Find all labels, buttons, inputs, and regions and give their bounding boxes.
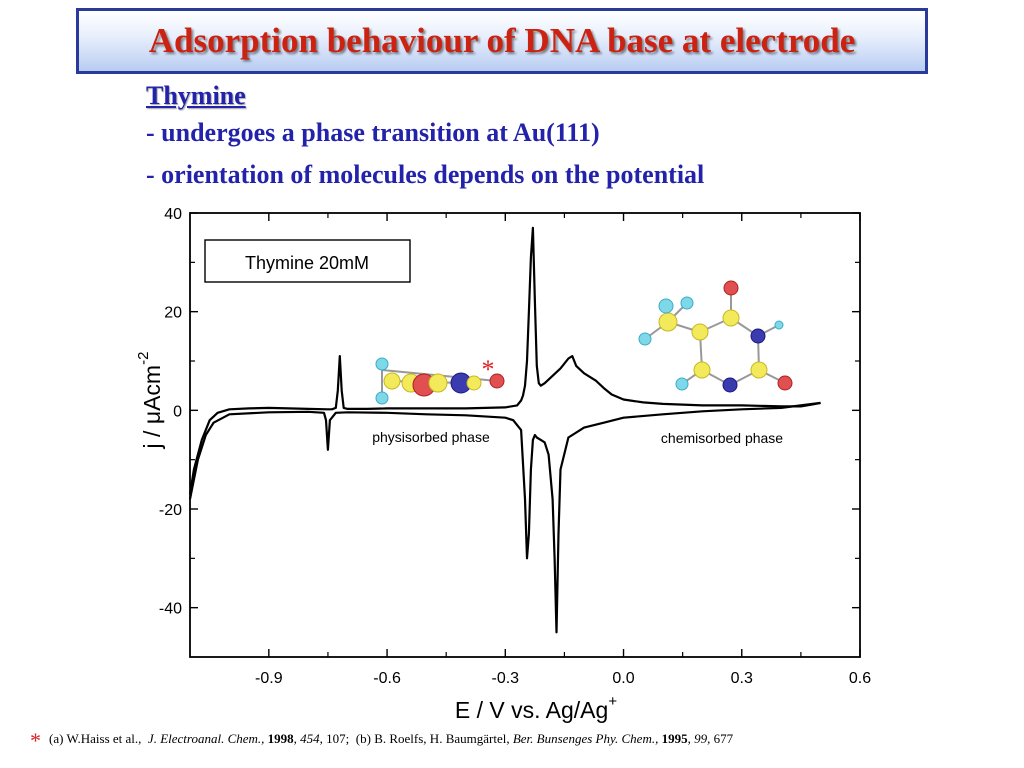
x-tick-label: -0.3	[492, 670, 520, 687]
physisorbed-label: physisorbed phase	[372, 429, 490, 445]
chemisorbed-molecule-illustration	[638, 280, 793, 393]
y-tick-label: -40	[159, 601, 182, 618]
bullet-block: Thymine - undergoes a phase transition a…	[146, 80, 704, 196]
legend-label: Thymine 20mM	[245, 253, 369, 273]
x-tick-label: 0.0	[612, 670, 634, 687]
x-tick-label: 0.6	[849, 670, 871, 687]
bullet-orientation: - orientation of molecules depends on th…	[146, 160, 705, 189]
y-tick-label: 0	[173, 403, 182, 420]
bullet-phase-transition: - undergoes a phase transition at Au(111…	[146, 118, 600, 147]
x-tick-label: -0.9	[255, 670, 283, 687]
slide-title: Adsorption behaviour of DNA base at elec…	[148, 21, 856, 60]
title-banner: Adsorption behaviour of DNA base at elec…	[76, 8, 928, 74]
plot-frame	[189, 212, 861, 658]
x-axis-label: E / V vs. Ag/Ag+	[455, 693, 617, 723]
legend-box	[204, 239, 411, 283]
x-tick-label: 0.3	[731, 670, 753, 687]
subheading-thymine: Thymine	[146, 81, 246, 110]
x-tick-label: -0.6	[373, 670, 401, 687]
cathodic-sweep-line	[188, 401, 821, 634]
physisorbed-molecule-illustration	[375, 357, 505, 405]
anodic-sweep-line	[188, 226, 821, 495]
footnote-asterisk: *	[30, 728, 41, 753]
y-axis-label: j / μAcm-2	[135, 352, 165, 450]
reference-footnote: * (a) W.Haiss et al., J. Electroanal. Che…	[30, 728, 734, 753]
cv-traces	[188, 226, 821, 634]
y-tick-label: 40	[164, 206, 182, 223]
y-tick-label: 20	[164, 305, 182, 322]
y-tick-label: -20	[159, 502, 182, 519]
chemisorbed-label: chemisorbed phase	[661, 430, 783, 446]
axis-ticks: -0.9 -0.6 -0.3 0.0 0.3 0.6 40 20 0 -20 -40	[159, 206, 871, 687]
